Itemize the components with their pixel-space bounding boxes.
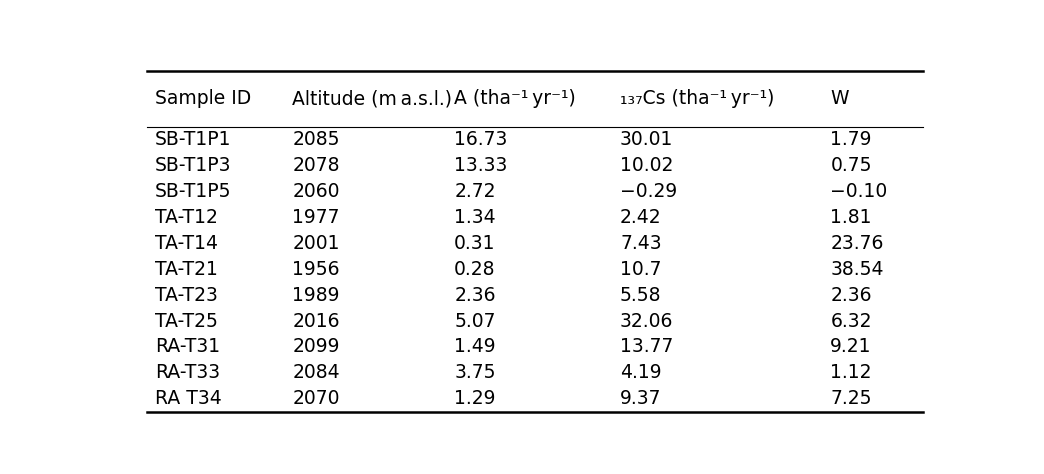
Text: A (tha⁻¹ yr⁻¹): A (tha⁻¹ yr⁻¹) — [454, 90, 576, 109]
Text: 9.21: 9.21 — [830, 337, 872, 356]
Text: 1.81: 1.81 — [830, 208, 872, 227]
Text: 38.54: 38.54 — [830, 260, 884, 279]
Text: 2.36: 2.36 — [830, 286, 872, 305]
Text: 0.75: 0.75 — [830, 156, 872, 175]
Text: 1956: 1956 — [292, 260, 339, 279]
Text: 2.42: 2.42 — [620, 208, 662, 227]
Text: 2.72: 2.72 — [454, 182, 496, 201]
Text: 1.49: 1.49 — [454, 337, 496, 356]
Text: 23.76: 23.76 — [830, 234, 884, 253]
Text: SB-T1P3: SB-T1P3 — [155, 156, 232, 175]
Text: TA-T25: TA-T25 — [155, 311, 217, 330]
Text: Altitude (m a.s.l.): Altitude (m a.s.l.) — [292, 90, 452, 109]
Text: 9.37: 9.37 — [620, 389, 662, 408]
Text: TA-T12: TA-T12 — [155, 208, 217, 227]
Text: SB-T1P1: SB-T1P1 — [155, 130, 232, 149]
Text: 1.12: 1.12 — [830, 363, 872, 383]
Text: SB-T1P5: SB-T1P5 — [155, 182, 232, 201]
Text: 13.33: 13.33 — [454, 156, 507, 175]
Text: RA-T31: RA-T31 — [155, 337, 220, 356]
Text: 5.07: 5.07 — [454, 311, 496, 330]
Text: 2016: 2016 — [292, 311, 339, 330]
Text: TA-T21: TA-T21 — [155, 260, 217, 279]
Text: 7.25: 7.25 — [830, 389, 872, 408]
Text: 2001: 2001 — [292, 234, 339, 253]
Text: 0.28: 0.28 — [454, 260, 496, 279]
Text: 1.79: 1.79 — [830, 130, 872, 149]
Text: 2060: 2060 — [292, 182, 339, 201]
Text: 2078: 2078 — [292, 156, 339, 175]
Text: 2070: 2070 — [292, 389, 339, 408]
Text: 16.73: 16.73 — [454, 130, 507, 149]
Text: RA T34: RA T34 — [155, 389, 221, 408]
Text: 5.58: 5.58 — [620, 286, 662, 305]
Text: ₁₃₇Cs (tha⁻¹ yr⁻¹): ₁₃₇Cs (tha⁻¹ yr⁻¹) — [620, 90, 775, 109]
Text: 1.34: 1.34 — [454, 208, 496, 227]
Text: TA-T14: TA-T14 — [155, 234, 218, 253]
Text: 10.02: 10.02 — [620, 156, 673, 175]
Text: RA-T33: RA-T33 — [155, 363, 220, 383]
Text: 13.77: 13.77 — [620, 337, 673, 356]
Text: 1989: 1989 — [292, 286, 339, 305]
Text: 32.06: 32.06 — [620, 311, 673, 330]
Text: 3.75: 3.75 — [454, 363, 496, 383]
Text: TA-T23: TA-T23 — [155, 286, 217, 305]
Text: 1977: 1977 — [292, 208, 339, 227]
Text: 1.29: 1.29 — [454, 389, 496, 408]
Text: 4.19: 4.19 — [620, 363, 662, 383]
Text: 2084: 2084 — [292, 363, 340, 383]
Text: 2.36: 2.36 — [454, 286, 496, 305]
Text: 2099: 2099 — [292, 337, 339, 356]
Text: 2085: 2085 — [292, 130, 339, 149]
Text: −0.29: −0.29 — [620, 182, 678, 201]
Text: 7.43: 7.43 — [620, 234, 662, 253]
Text: 6.32: 6.32 — [830, 311, 872, 330]
Text: 30.01: 30.01 — [620, 130, 673, 149]
Text: W: W — [830, 90, 849, 109]
Text: −0.10: −0.10 — [830, 182, 887, 201]
Text: 10.7: 10.7 — [620, 260, 662, 279]
Text: 0.31: 0.31 — [454, 234, 496, 253]
Text: Sample ID: Sample ID — [155, 90, 251, 109]
